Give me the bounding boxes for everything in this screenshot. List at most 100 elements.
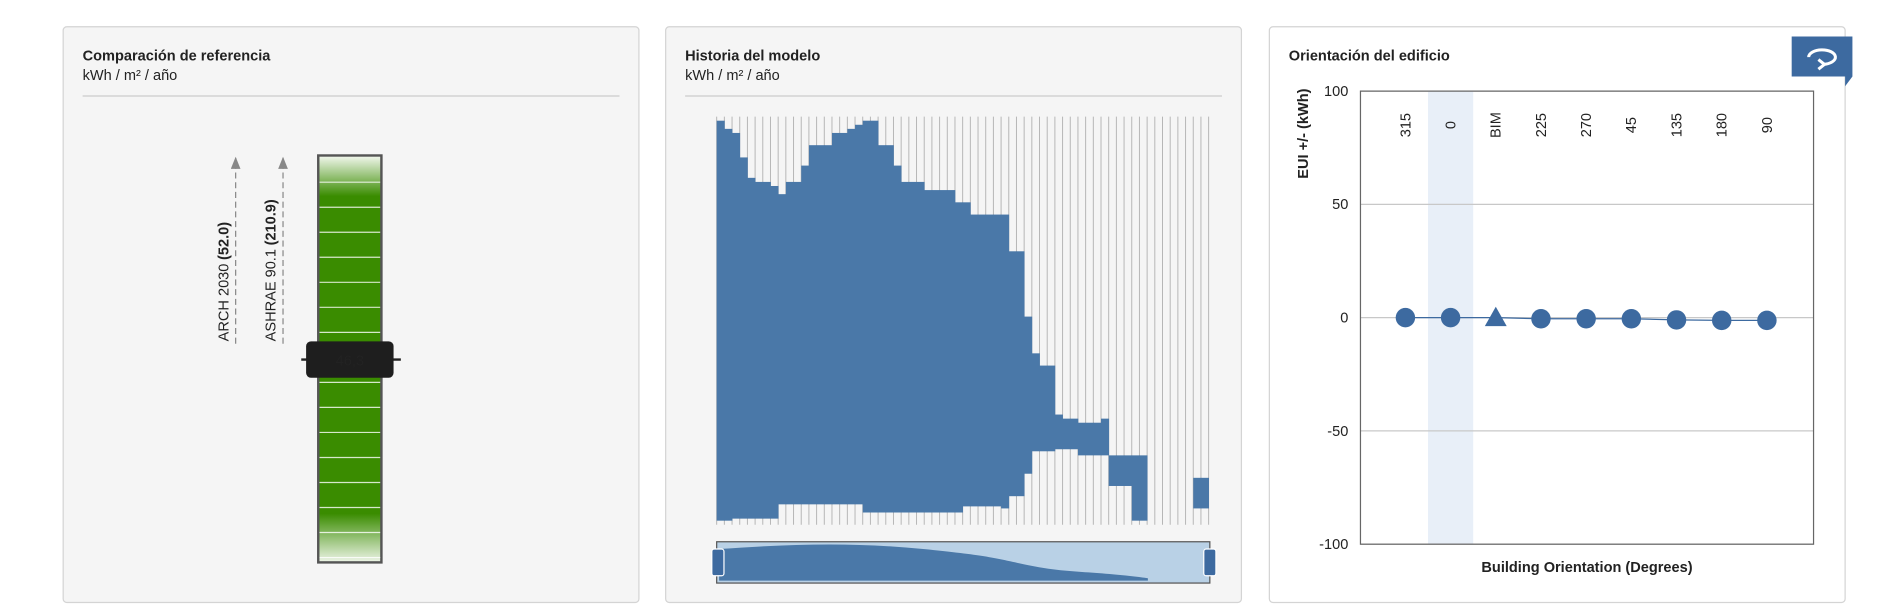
- range-bar: [824, 145, 833, 505]
- navigator[interactable]: [711, 541, 1217, 584]
- range-bar: [1085, 422, 1094, 456]
- reference-value: (210.9): [264, 199, 280, 245]
- point-marker: [1621, 309, 1642, 329]
- range-bar: [978, 214, 987, 507]
- range-bar: [1124, 455, 1133, 486]
- reference-name: ASHRAE 90.1: [264, 249, 280, 341]
- reference-label: ARCH 2030 (52.0): [216, 222, 232, 342]
- range-bar: [862, 120, 871, 513]
- point-marker: [1395, 307, 1416, 328]
- range-bar: [716, 120, 725, 521]
- range-bar: [1193, 477, 1202, 509]
- panel-subtitle: kWh / m² / año: [685, 68, 780, 84]
- x-tick-label: 180: [1715, 113, 1731, 137]
- range-bar: [1008, 251, 1017, 497]
- range-bar: [1016, 251, 1025, 497]
- range-bar: [724, 128, 733, 521]
- range-bar: [1200, 477, 1209, 509]
- reference-name: ARCH 2030: [216, 264, 232, 342]
- range-bar: [1101, 418, 1110, 456]
- range-bar: [1001, 214, 1010, 509]
- range-bar: [762, 181, 771, 519]
- range-bar: [893, 165, 902, 513]
- point-marker: [1440, 307, 1461, 328]
- range-bar: [885, 145, 894, 513]
- point-marker: [1711, 310, 1732, 331]
- range-bar: [831, 132, 841, 505]
- range-bar: [947, 190, 956, 513]
- x-tick-label: 135: [1669, 113, 1685, 137]
- range-bar: [808, 145, 817, 505]
- range-bar: [1047, 365, 1056, 452]
- plot-frame: [1359, 90, 1815, 545]
- range-bar: [1039, 365, 1048, 452]
- range-bar: [755, 181, 764, 519]
- range-bar: [732, 132, 741, 519]
- range-bar: [931, 190, 940, 513]
- range-bar: [816, 145, 825, 505]
- x-tick-label: 45: [1624, 117, 1640, 133]
- range-bar: [801, 165, 810, 505]
- reference-label: ASHRAE 90.1 (210.9): [264, 199, 280, 341]
- range-bar: [916, 181, 925, 513]
- range-bar: [939, 190, 948, 513]
- range-bar: [793, 181, 802, 505]
- range-bar: [870, 120, 879, 513]
- range-bar: [985, 214, 994, 507]
- panel-title: Comparación de referencia: [83, 49, 272, 65]
- content: Comparación de referencia kWh / m² / año…: [62, 26, 1853, 604]
- refresh-button[interactable]: [1791, 36, 1853, 87]
- panel-subtitle: kWh / m² / año: [83, 68, 178, 84]
- point-marker: [1666, 310, 1687, 330]
- y-tick-label: 100: [1324, 84, 1348, 100]
- reference-value: (52.0): [216, 222, 232, 260]
- range-bar: [962, 202, 971, 507]
- x-tick-label: 315: [1398, 113, 1414, 137]
- y-axis-title: EUI +/- (kWh): [1296, 88, 1312, 178]
- range-bar: [847, 128, 856, 505]
- y-tick-label: 50: [1332, 197, 1348, 213]
- range-bar: [785, 181, 794, 505]
- point-marker: [1531, 309, 1551, 329]
- panel: [1268, 26, 1846, 604]
- x-tick-label: 0: [1443, 121, 1459, 129]
- range-bar: [1139, 455, 1148, 521]
- range-bar: [1024, 316, 1033, 474]
- range-bar: [1077, 422, 1087, 456]
- range-bar: [739, 157, 748, 519]
- panel-title: Historia del modelo: [685, 49, 820, 65]
- range-bar: [855, 124, 864, 505]
- x-tick-label: BIM: [1489, 112, 1505, 138]
- range-bar: [970, 214, 979, 507]
- range-bar: [1054, 414, 1063, 450]
- range-bar: [1108, 455, 1117, 486]
- x-axis-title: Building Orientation (Degrees): [1481, 560, 1692, 576]
- range-bar: [993, 214, 1002, 507]
- x-tick-label: 90: [1760, 117, 1776, 133]
- range-bar: [1131, 455, 1140, 521]
- range-bar: [839, 132, 848, 505]
- point-marker: [1757, 310, 1777, 331]
- range-bar: [1062, 418, 1071, 450]
- x-tick-label: 225: [1534, 113, 1550, 137]
- range-bar: [770, 185, 779, 519]
- panel-title: Orientación del edificio: [1289, 49, 1450, 65]
- y-tick-label: -100: [1319, 537, 1348, 553]
- y-tick-label: -50: [1327, 424, 1348, 440]
- range-bar: [1070, 418, 1079, 450]
- range-bar: [901, 181, 910, 513]
- range-bar: [1116, 455, 1125, 486]
- range-bar: [954, 202, 964, 513]
- range-bar: [1093, 422, 1102, 456]
- range-bar: [878, 145, 887, 513]
- range-bar: [778, 194, 787, 505]
- range-bar: [1031, 353, 1040, 452]
- point-marker: [1484, 306, 1507, 327]
- point-marker: [1576, 309, 1596, 329]
- range-bar: [747, 177, 756, 519]
- range-bar: [924, 190, 933, 513]
- gauge-value: 46,3: [336, 354, 364, 370]
- x-tick-label: 270: [1579, 113, 1595, 137]
